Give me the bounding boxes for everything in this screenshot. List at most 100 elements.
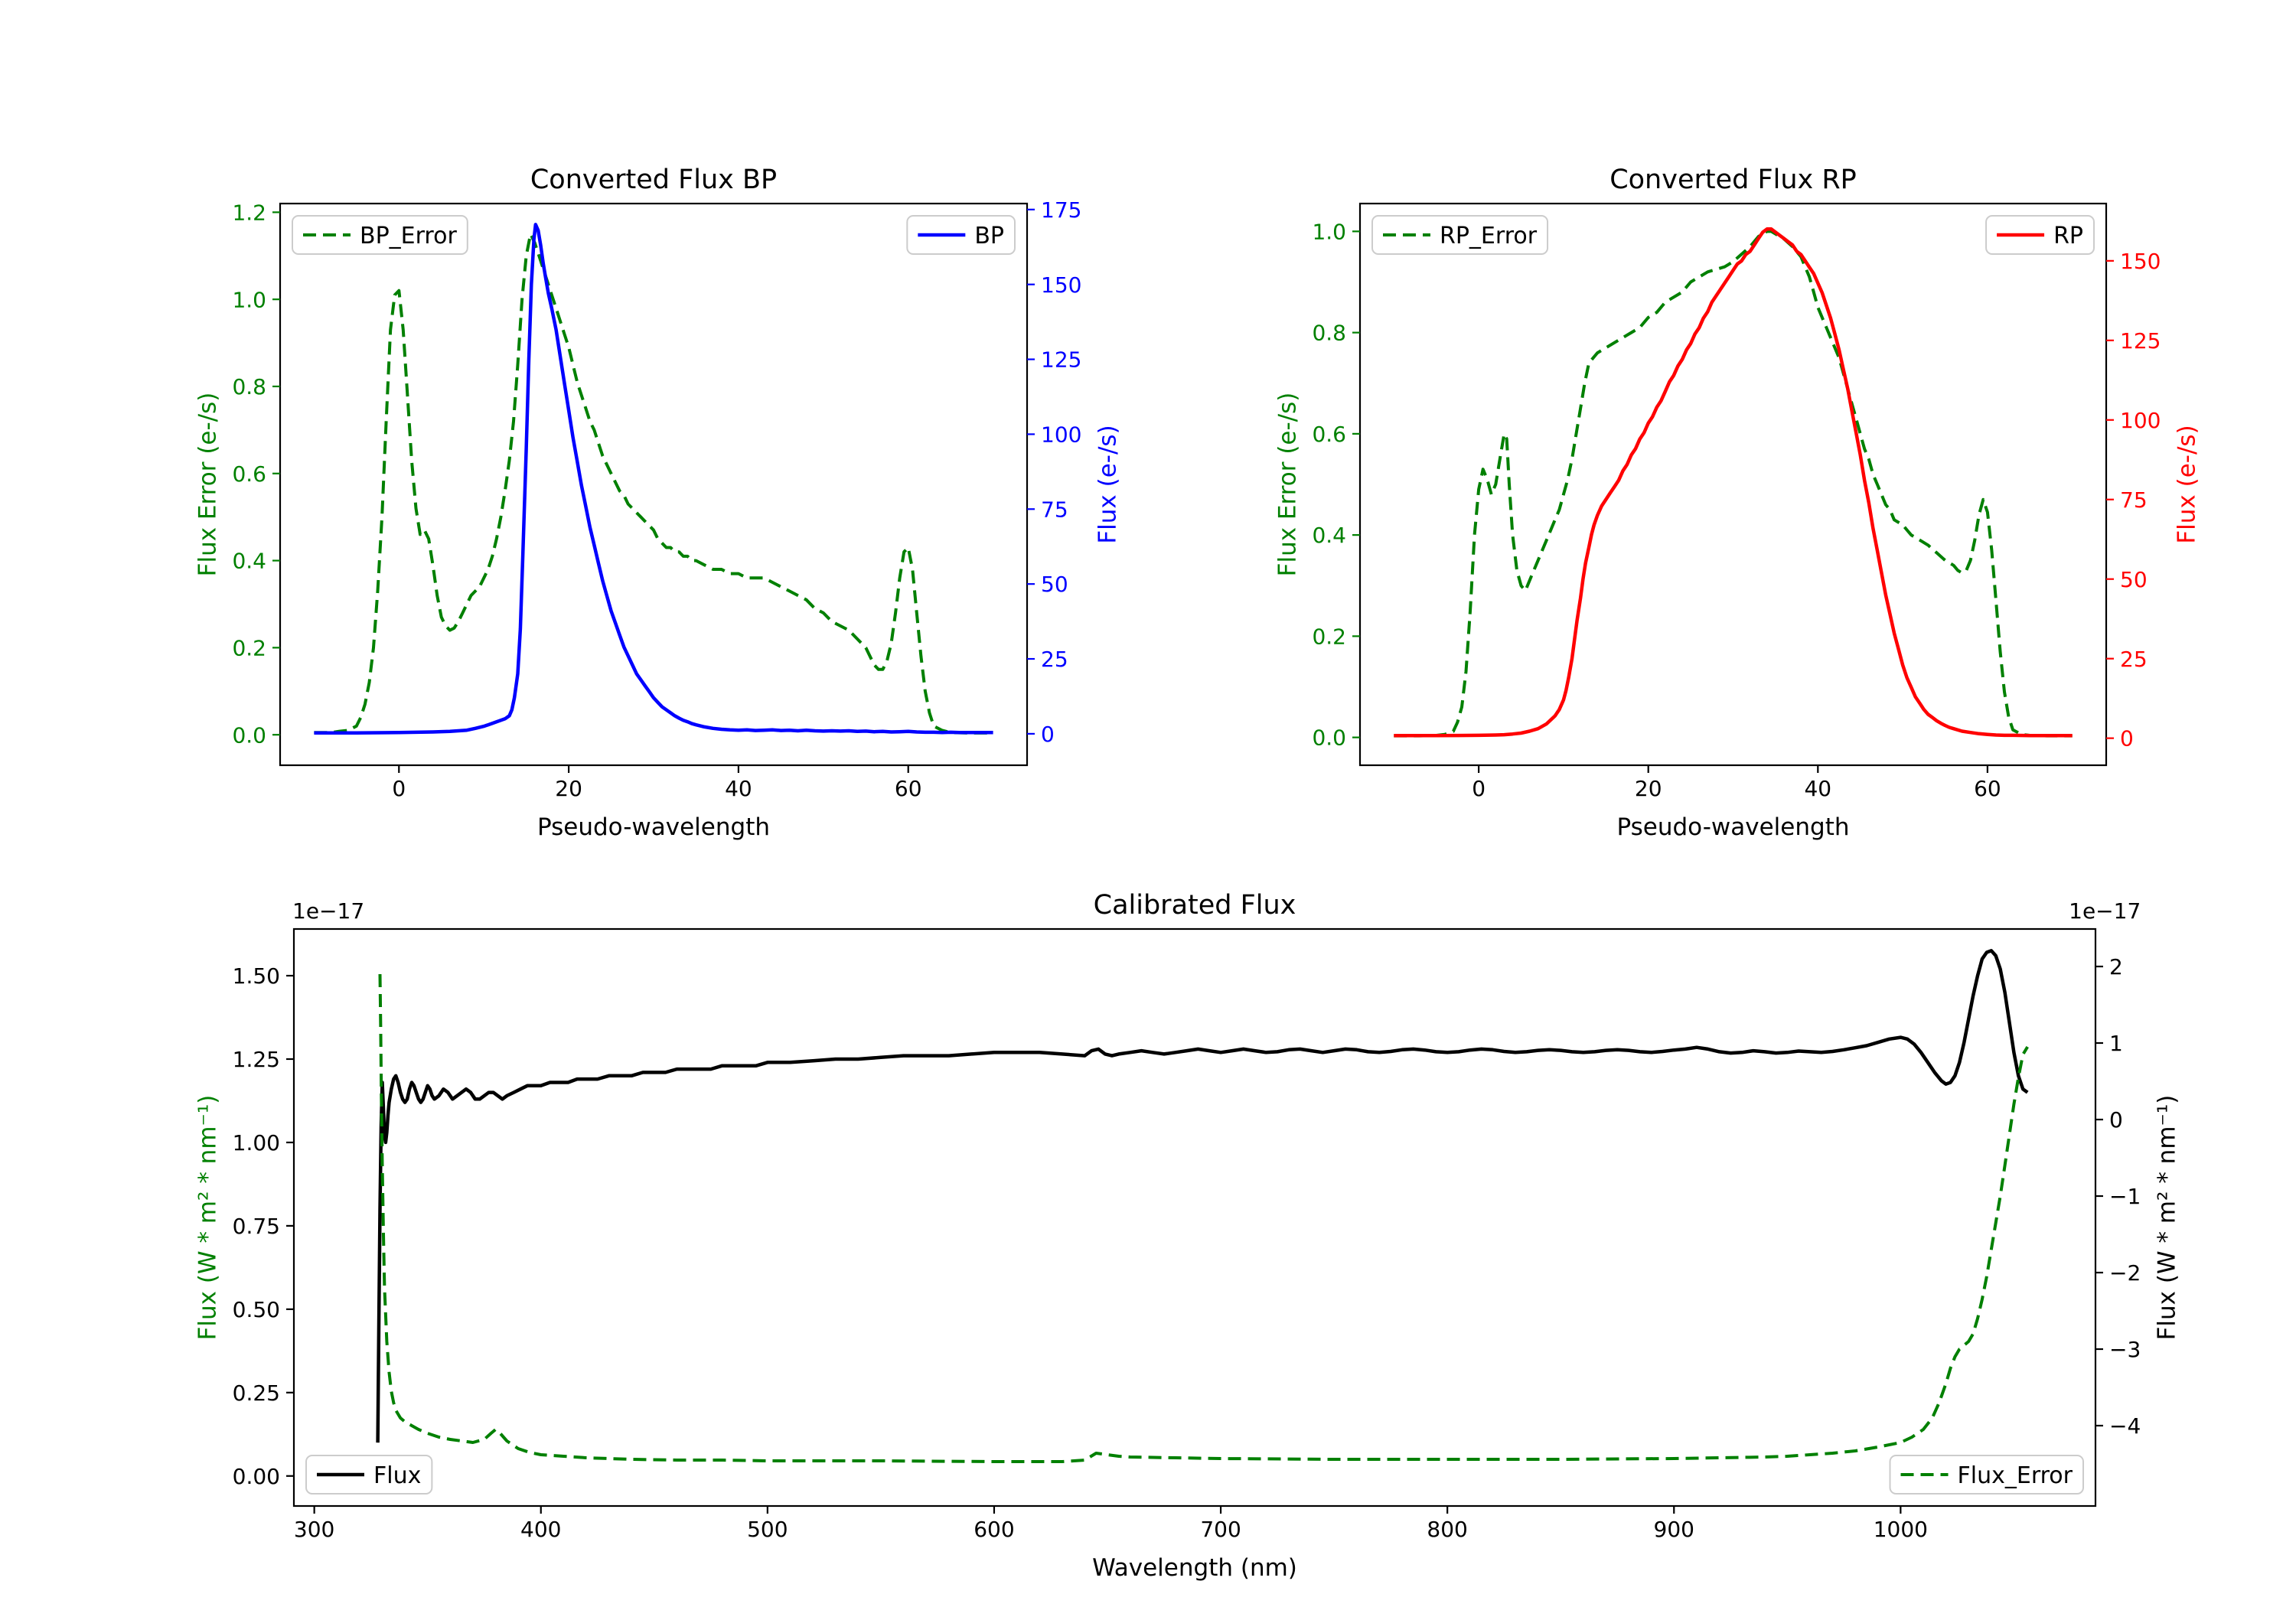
y-left-tick-label: 0.4 [1312, 523, 1346, 548]
y-right-tick-label: −4 [2109, 1413, 2141, 1439]
x-tick-label: 800 [1427, 1517, 1467, 1542]
x-tick-label: 900 [1654, 1517, 1694, 1542]
x-tick-label: 400 [520, 1517, 561, 1542]
y-left-tick-label: 1.00 [233, 1130, 280, 1156]
legend-box [1371, 215, 1549, 255]
y-left-tick-label: 0.0 [1312, 725, 1346, 751]
legend-label: BP [974, 223, 1004, 249]
y-left-tick-label: 0.2 [232, 635, 266, 660]
x-tick-label: 0 [1472, 776, 1486, 801]
x-tick-label: 500 [747, 1517, 788, 1542]
legend-BP_Error: BP_Error [292, 215, 468, 255]
y-right-tick-label: −1 [2109, 1184, 2141, 1209]
y-right-tick-label: 25 [2120, 647, 2148, 672]
x-tick-label: 20 [1635, 776, 1662, 801]
axes-spines [292, 927, 2097, 1508]
series-line-RP_Error [1394, 230, 2073, 738]
y-left-tick-label: 0.75 [233, 1214, 280, 1239]
y-right-tick-label: 150 [2120, 249, 2161, 274]
chart-cal: 300 400 500 600 700 800 900 1000 0.00 0.25 0.50 0.7… [194, 890, 2181, 1582]
chart-title: Converted Flux RP [1609, 165, 1857, 195]
y-right-tick-label: −3 [2109, 1337, 2141, 1362]
chart-title: Calibrated Flux [1094, 890, 1296, 921]
legend-RP: RP [1985, 215, 2095, 255]
series-line-BP_Error [314, 232, 993, 735]
x-axis-label: Wavelength (nm) [1092, 1554, 1297, 1582]
y-right-offset-text: 1e−17 [2069, 898, 2141, 924]
y-right-tick-label: 125 [1041, 347, 1081, 373]
y-left-tick-label: 0.6 [1312, 422, 1346, 447]
y-left-axis-label: Flux (W * m² * nm⁻¹) [194, 1095, 222, 1341]
y-right-tick-label: 100 [1041, 422, 1081, 448]
y-right-axis-label: Flux (W * m² * nm⁻¹) [2153, 1095, 2180, 1341]
y-right-tick-label: 50 [1041, 572, 1068, 597]
x-tick-label: 600 [974, 1517, 1014, 1542]
x-tick-label: 40 [1804, 776, 1831, 801]
y-right-axis-label: Flux (e-/s) [2173, 425, 2200, 543]
y-right-tick-label: 0 [2120, 726, 2134, 751]
x-tick-label: 1000 [1874, 1517, 1928, 1542]
legend-box [305, 1455, 433, 1495]
y-right-tick-label: 75 [2120, 487, 2148, 513]
y-right-axis-label: Flux (e-/s) [1094, 425, 1121, 543]
legend-RP_Error: RP_Error [1371, 215, 1549, 255]
y-right-tick-label: 1 [2109, 1031, 2123, 1056]
x-tick-label: 60 [895, 776, 922, 801]
legend-label: Flux [373, 1462, 421, 1489]
y-left-tick-label: 1.0 [1312, 219, 1346, 244]
y-right-tick-label: 0 [1041, 722, 1055, 747]
legend-box [1889, 1455, 2084, 1495]
y-right-tick-label: −2 [2109, 1260, 2141, 1286]
y-left-axis-label: Flux Error (e-/s) [194, 393, 221, 577]
legend-label: RP_Error [1440, 223, 1538, 249]
y-right-tick-label: 25 [1041, 647, 1068, 672]
y-left-tick-label: 0.4 [232, 549, 266, 574]
y-left-tick-label: 0.25 [233, 1380, 280, 1406]
x-tick-label: 300 [294, 1517, 334, 1542]
legend-Flux: Flux [305, 1455, 433, 1495]
legend-label: BP_Error [360, 223, 457, 249]
chart-title: Converted Flux BP [530, 165, 777, 195]
series-line-BP [314, 223, 993, 735]
y-right-tick-label: 150 [1041, 272, 1081, 298]
y-right-tick-label: 125 [2120, 328, 2161, 354]
y-right-tick-label: 175 [1041, 197, 1081, 223]
axes-spines [1358, 202, 2108, 767]
legend-label: RP [2053, 223, 2083, 249]
chart-bp: 0 20 40 60 0.0 0.2 0.4 0.6 0.8 1.0 1.2 0 25 50 75 100 12… [194, 165, 1121, 841]
y-right-tick-label: 50 [2120, 567, 2148, 592]
x-tick-label: 700 [1200, 1517, 1241, 1542]
legend-Flux_Error: Flux_Error [1889, 1455, 2084, 1495]
x-axis-label: Pseudo-wavelength [1616, 813, 1849, 841]
y-left-tick-label: 0.8 [232, 374, 266, 399]
x-tick-label: 60 [1974, 776, 2001, 801]
legend-label: Flux_Error [1958, 1462, 2073, 1489]
series-line-RP [1394, 227, 2073, 738]
legend-box [292, 215, 468, 255]
y-right-tick-label: 0 [2109, 1107, 2123, 1133]
axes-spines [279, 202, 1029, 767]
y-left-tick-label: 0.00 [233, 1464, 280, 1489]
legend-BP: BP [906, 215, 1016, 255]
x-tick-label: 0 [392, 776, 406, 801]
y-right-tick-label: 2 [2109, 954, 2123, 980]
y-right-tick-label: 100 [2120, 408, 2161, 433]
y-right-tick-label: 75 [1041, 497, 1068, 522]
y-left-tick-label: 0.6 [232, 461, 266, 487]
series-line-Flux [376, 949, 2029, 1443]
y-left-tick-label: 1.50 [233, 963, 280, 989]
x-tick-label: 40 [725, 776, 752, 801]
y-left-tick-label: 0.0 [232, 722, 266, 748]
y-left-tick-label: 1.2 [232, 200, 266, 225]
x-tick-label: 20 [555, 776, 582, 801]
chart-rp: 0 20 40 60 0.0 0.2 0.4 0.6 0.8 1.0 0 25 50 75 100 125 15… [1274, 165, 2200, 841]
y-left-tick-label: 1.25 [233, 1047, 280, 1072]
x-axis-label: Pseudo-wavelength [537, 813, 770, 841]
series-line-Flux_Error [378, 973, 2029, 1463]
y-left-axis-label: Flux Error (e-/s) [1274, 393, 1301, 577]
y-left-offset-text: 1e−17 [292, 898, 364, 924]
y-left-tick-label: 0.8 [1312, 321, 1346, 346]
y-left-tick-label: 1.0 [232, 287, 266, 312]
